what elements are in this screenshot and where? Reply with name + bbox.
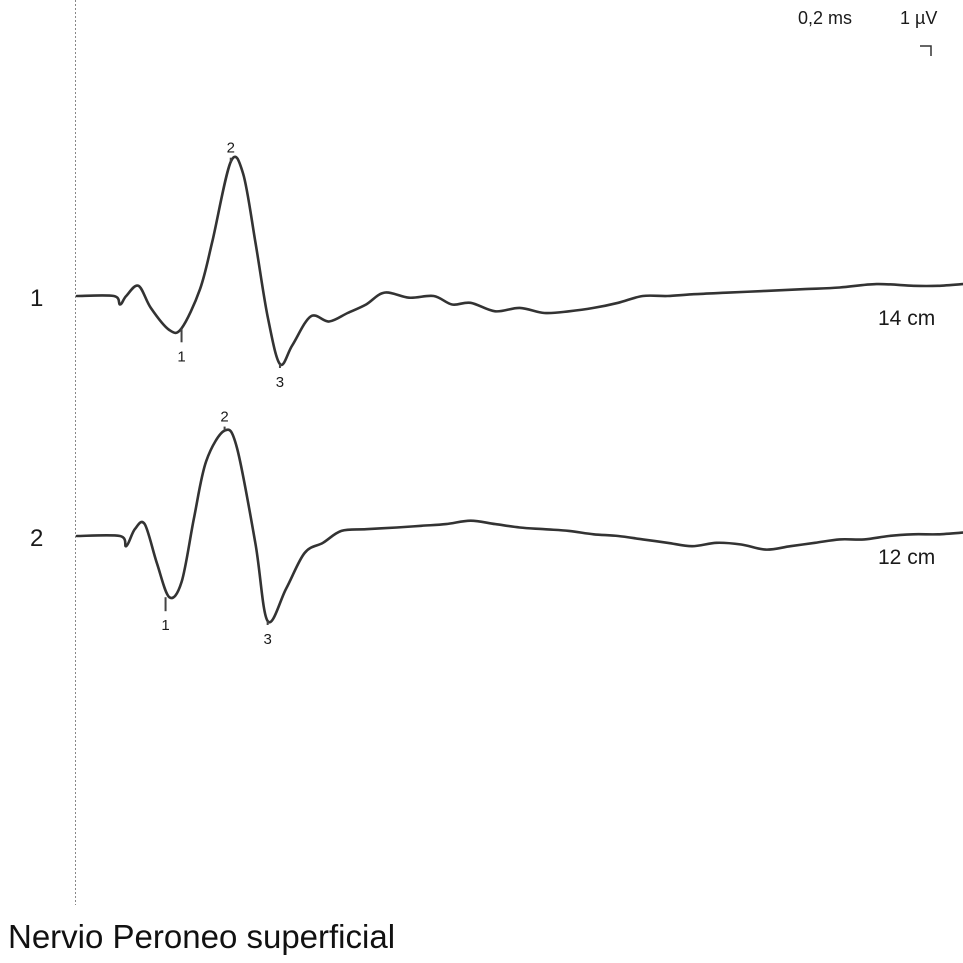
trace-1-marker-2-label: 2 bbox=[227, 140, 235, 157]
trace-1-label: 1 bbox=[30, 285, 43, 312]
trace-1-waveform-group: 1 2 3 bbox=[75, 140, 963, 391]
trace-2-distance: 12 cm bbox=[878, 546, 935, 569]
trace-2-waveform bbox=[75, 428, 963, 624]
scale-amplitude-label: 1 µV bbox=[900, 8, 937, 28]
trace-2-marker-3-label: 3 bbox=[263, 631, 271, 648]
scale-bar bbox=[920, 45, 932, 56]
trace-2-marker-2-label: 2 bbox=[220, 409, 228, 426]
trace-2-waveform-group: 1 2 3 bbox=[75, 409, 963, 648]
trace-1-distance: 14 cm bbox=[878, 307, 935, 330]
trace-2-label: 2 bbox=[30, 525, 43, 552]
scale-time-label: 0,2 ms bbox=[798, 8, 852, 28]
trace-1-waveform bbox=[75, 155, 963, 367]
trace-1-marker-1-label: 1 bbox=[177, 348, 185, 365]
trace-1-marker-3-label: 3 bbox=[276, 374, 284, 391]
trace-2-marker-1-label: 1 bbox=[161, 617, 169, 634]
chart-title: Nervio Peroneo superficial bbox=[8, 918, 395, 955]
